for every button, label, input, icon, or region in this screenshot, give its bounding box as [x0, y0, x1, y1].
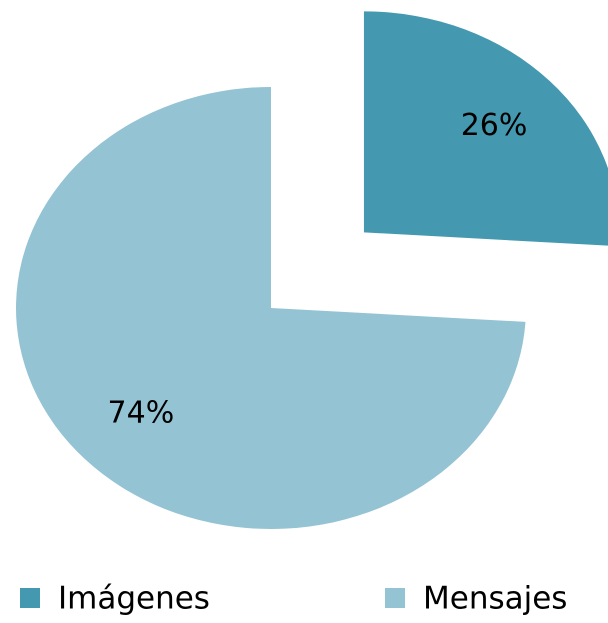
pie-slice [363, 11, 608, 246]
data-label: 26% [461, 108, 528, 143]
legend-label: Imágenes [58, 581, 210, 617]
legend-label: Mensajes [423, 581, 567, 617]
legend-swatch [20, 588, 40, 608]
legend-swatch [385, 588, 405, 608]
data-label: 74% [108, 395, 175, 430]
pie-slice [15, 87, 526, 529]
